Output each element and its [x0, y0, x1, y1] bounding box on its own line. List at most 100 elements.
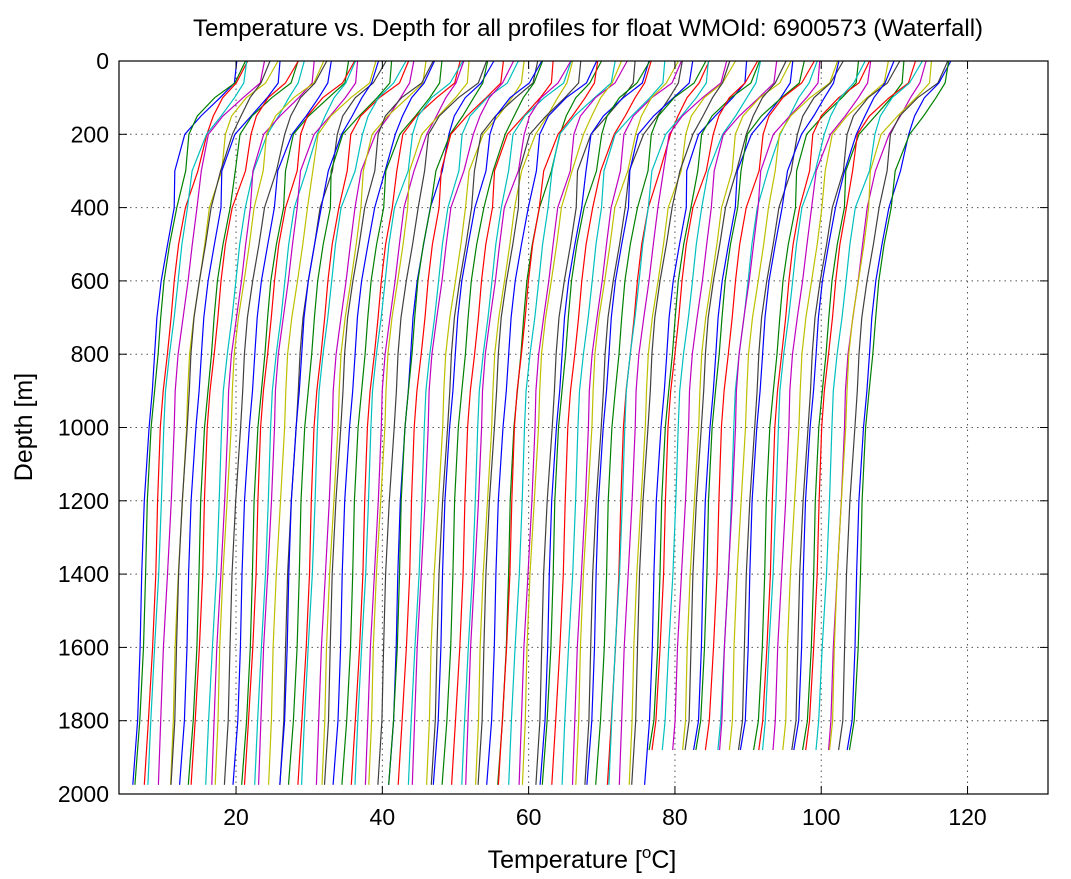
profile-line	[297, 60, 410, 785]
profile-line	[661, 60, 762, 751]
profile-line	[802, 60, 905, 751]
profile-line	[805, 60, 917, 751]
profile-line	[586, 60, 694, 785]
y-axis-ticks: 0 200 400 600 800 1000 1200 1400 1600 1800 2000	[58, 48, 1048, 807]
profile-line	[411, 60, 515, 785]
profile-line	[407, 60, 519, 785]
y-tick-label: 1400	[58, 561, 109, 587]
profile-line	[782, 60, 889, 751]
profile-line	[268, 60, 377, 785]
profile-line	[719, 60, 821, 751]
profile-line	[205, 60, 305, 785]
profile-line	[214, 60, 325, 785]
profile-line	[648, 60, 761, 751]
chart-title: Temperature vs. Depth for all profiles f…	[193, 15, 983, 42]
profile-line	[451, 60, 554, 785]
profile-line	[211, 60, 315, 785]
profile-line	[608, 60, 709, 785]
profile-line	[791, 60, 901, 751]
x-tick-label: 100	[802, 804, 840, 830]
profile-line	[426, 60, 525, 785]
profile-line	[753, 60, 860, 751]
profile-line	[190, 60, 299, 785]
y-tick-label: 1000	[58, 415, 109, 441]
profile-line	[388, 60, 489, 785]
profile-line	[521, 60, 623, 785]
profile-line	[518, 60, 628, 785]
profile-line	[695, 60, 805, 751]
profile-line	[397, 60, 504, 785]
profile-line	[793, 60, 895, 751]
profile-line	[279, 60, 380, 785]
profile-line	[684, 60, 787, 751]
profile-line	[465, 60, 572, 785]
y-tick-label: 1600	[58, 634, 109, 660]
profile-line	[631, 60, 731, 785]
profile-line	[364, 60, 465, 785]
profile-line	[179, 60, 281, 785]
profile-line	[497, 60, 603, 785]
profile-line	[241, 60, 350, 785]
profile-line	[846, 60, 952, 751]
profile-line	[441, 60, 544, 785]
profile-line	[132, 60, 238, 785]
profile-line	[477, 60, 582, 785]
profile-line	[829, 60, 933, 751]
x-axis-ticks: 20 40 60 80 100 120	[223, 61, 987, 830]
profile-line	[758, 60, 871, 751]
profile-line	[704, 60, 815, 751]
profile-line	[539, 60, 650, 785]
profile-line	[368, 60, 470, 785]
profile-line	[848, 60, 950, 751]
y-tick-label: 1800	[58, 708, 109, 734]
profile-line	[243, 60, 356, 785]
y-tick-label: 1200	[58, 488, 109, 514]
profile-line	[561, 60, 666, 785]
profile-line	[728, 60, 839, 751]
profile-line	[682, 60, 792, 751]
profile-line	[258, 60, 359, 785]
y-tick-label: 400	[71, 195, 109, 221]
profile-line	[651, 60, 759, 751]
y-axis-label: Depth [m]	[10, 373, 38, 481]
profile-line	[595, 60, 707, 785]
profile-line	[497, 60, 599, 785]
profile-line	[693, 60, 794, 751]
profile-line	[737, 60, 844, 751]
profile-line	[354, 60, 464, 785]
profile-line	[571, 60, 683, 785]
profile-line	[323, 60, 434, 785]
profile-line	[838, 60, 949, 751]
profile-line	[541, 60, 651, 785]
y-tick-label: 2000	[58, 781, 109, 807]
profile-line	[584, 60, 683, 785]
profile-line	[301, 60, 407, 785]
profile-line	[739, 60, 840, 751]
x-tick-label: 60	[516, 804, 542, 830]
y-tick-label: 0	[96, 48, 109, 74]
profile-series	[132, 60, 952, 785]
profile-line	[432, 60, 543, 785]
profile-line	[575, 60, 679, 785]
profile-line	[551, 60, 652, 785]
profile-line	[508, 60, 616, 785]
profile-line	[170, 60, 271, 785]
profile-line	[287, 60, 393, 785]
profile-line	[618, 60, 728, 785]
y-tick-label: 600	[71, 268, 109, 294]
profile-line	[461, 60, 572, 785]
profile-line	[377, 60, 488, 785]
y-tick-label: 200	[71, 121, 109, 147]
profile-line	[321, 60, 427, 785]
profile-line	[187, 60, 299, 785]
profile-line	[772, 60, 872, 751]
profile-line	[388, 60, 495, 785]
profile-line	[232, 60, 332, 785]
x-axis-label: Temperature [oC]	[488, 843, 677, 874]
profile-line	[486, 60, 598, 785]
x-tick-label: 80	[662, 804, 688, 830]
profile-line	[332, 60, 436, 785]
x-tick-label: 20	[223, 804, 249, 830]
